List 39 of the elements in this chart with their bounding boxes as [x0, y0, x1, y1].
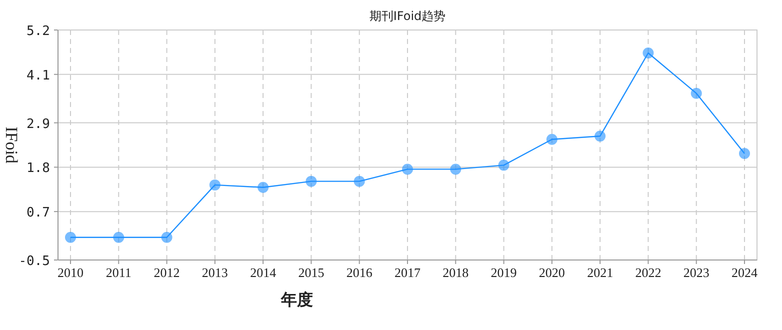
point	[306, 176, 317, 187]
point	[690, 88, 702, 99]
y-tick-label: 0.7	[26, 206, 50, 221]
point	[402, 164, 413, 175]
point	[546, 134, 558, 145]
x-tick-label: 2012	[154, 265, 180, 280]
x-tick-label: 2023	[683, 265, 710, 280]
y-tick-label: 5.2	[26, 24, 50, 39]
x-tick-label: 2014	[250, 265, 277, 280]
x-tick-label: 2022	[635, 265, 662, 280]
y-tick-label: -0.5	[18, 254, 50, 269]
point	[258, 182, 269, 193]
chart-title: 期刊IFoid趋势	[369, 9, 446, 23]
x-tick-label: 2024	[732, 265, 758, 280]
y-tick-label: 1.8	[26, 161, 50, 176]
point	[113, 232, 124, 243]
y-axis-title: IFoid	[2, 126, 21, 164]
x-tick-label: 2016	[346, 265, 373, 280]
x-tick-label: 2010	[58, 265, 84, 280]
point	[209, 179, 220, 190]
x-tick-label: 2011	[106, 265, 132, 280]
x-tick-label: 2020	[538, 265, 565, 280]
x-axis-title: 年度	[280, 290, 313, 309]
point	[739, 148, 750, 159]
y-tick-label: 2.9	[26, 116, 50, 132]
point	[498, 160, 510, 171]
point	[161, 232, 172, 243]
x-tick-label: 2015	[298, 265, 324, 280]
point	[65, 232, 76, 243]
x-tick-label: 2019	[490, 265, 517, 280]
point	[450, 164, 462, 175]
x-tick-label: 2018	[442, 265, 469, 280]
point	[594, 130, 606, 142]
point	[354, 176, 365, 187]
x-tick-label: 2017	[394, 265, 421, 280]
y-tick-label: 4.1	[26, 68, 50, 84]
x-tick-label: 2013	[202, 265, 228, 280]
point	[642, 48, 654, 58]
x-tick-label: 2021	[587, 265, 614, 280]
